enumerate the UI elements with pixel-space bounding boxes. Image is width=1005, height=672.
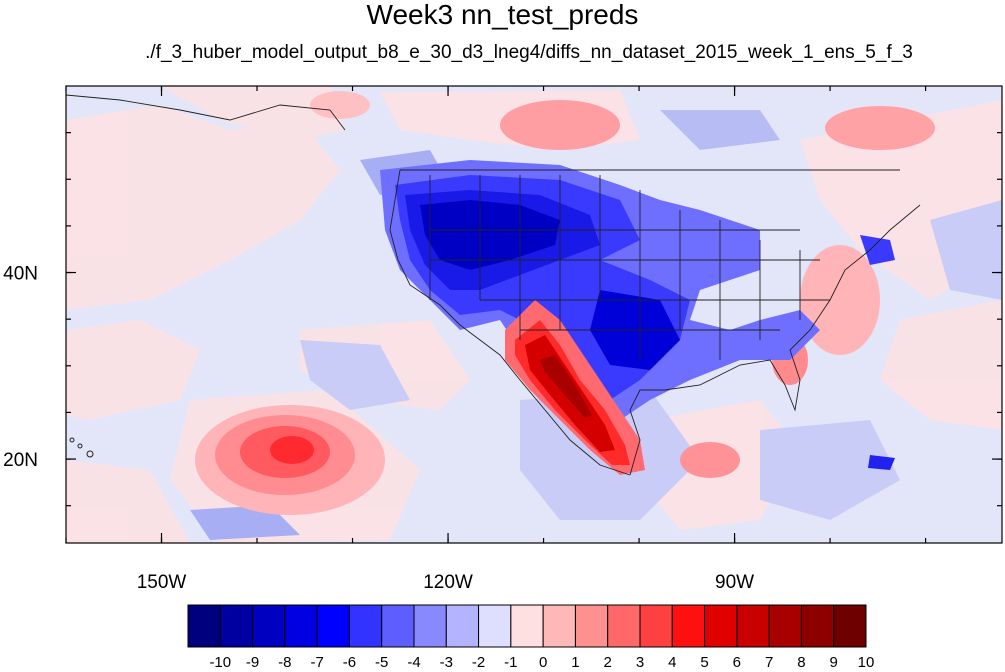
colorbar-label: -5: [375, 654, 388, 671]
colorbar-label: -2: [472, 654, 485, 671]
axis-ticks: [65, 86, 1002, 543]
colorbar-label: -4: [407, 654, 420, 671]
colorbar-swatch: [187, 604, 221, 648]
colorbar-swatch: [704, 604, 738, 648]
colorbar-label: 0: [539, 654, 547, 671]
axis-labels: 150W 120W 90W 20N 40N: [3, 264, 754, 593]
colorbar-swatch: [542, 604, 576, 648]
colorbar-label: -6: [343, 654, 356, 671]
y-tick-label: 20N: [3, 450, 38, 471]
colorbar-label: -10: [209, 654, 231, 671]
colorbar-label: -9: [246, 654, 259, 671]
colorbar-label: 10: [858, 654, 875, 671]
map-subtitle: ./f_3_huber_model_output_b8_e_30_d3_lneg…: [145, 42, 913, 63]
colorbar-label: 3: [636, 654, 644, 671]
map-title: Week3 nn_test_preds: [366, 0, 639, 30]
colorbar-label: 4: [668, 654, 676, 671]
colorbar-label: 9: [830, 654, 838, 671]
x-tick-label: 120W: [423, 572, 473, 593]
x-tick-label: 90W: [715, 572, 754, 593]
colorbar-swatch: [252, 604, 286, 648]
colorbar-swatch: [510, 604, 544, 648]
colorbar-label: 1: [571, 654, 579, 671]
colorbar-swatch: [284, 604, 318, 648]
plot-frame: [65, 85, 1003, 544]
colorbar-swatch: [607, 604, 641, 648]
colorbar-swatch: [445, 604, 480, 648]
colorbar-label: 6: [733, 654, 741, 671]
hawaii-islands: [69, 437, 94, 458]
colorbar-swatch: [478, 604, 512, 648]
colorbar-label: -8: [278, 654, 291, 671]
colorbar-label: 8: [797, 654, 805, 671]
baja-positive-anomaly: [505, 300, 645, 475]
colorbar-label: 7: [765, 654, 773, 671]
colorbar-label: 2: [604, 654, 612, 671]
pacific-positive-anomaly: [195, 405, 385, 515]
colorbar-swatch: [219, 604, 254, 648]
anomaly-field: [66, 86, 1002, 543]
x-tick-label: 150W: [137, 572, 187, 593]
colorbar-swatch: [768, 604, 802, 648]
colorbar-swatch: [800, 604, 835, 648]
colorbar-swatch: [736, 604, 770, 648]
colorbar-swatch: [833, 604, 867, 648]
colorbar-label: -3: [440, 654, 453, 671]
colorbar-swatch: [348, 604, 383, 648]
y-tick-label: 40N: [3, 264, 38, 285]
colorbar-label: 5: [700, 654, 708, 671]
colorbar-swatch: [671, 604, 706, 648]
colorbar-swatch: [413, 604, 447, 648]
colorbar: -10 -9 -8 -7 -6 -5 -4 -3 -2 -1 0 1 2 3 4 5 6 7 8 9 10: [187, 604, 875, 671]
colorbar-swatch: [574, 604, 609, 648]
colorbar-swatch: [316, 604, 350, 648]
coastlines: [66, 94, 921, 476]
colorbar-swatch: [639, 604, 673, 648]
colorbar-label: -1: [504, 654, 517, 671]
colorbar-swatch: [381, 604, 415, 648]
colorbar-label: -7: [310, 654, 323, 671]
